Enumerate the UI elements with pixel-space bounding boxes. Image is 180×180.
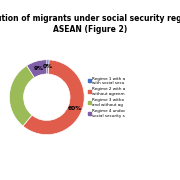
Wedge shape (47, 60, 49, 74)
Wedge shape (27, 60, 47, 78)
Legend: Regime 1 with a
with social secu, Regime 2 with a
without agreem, Regime 3 witho: Regime 1 with a with social secu, Regime… (88, 76, 125, 118)
Text: 9%: 9% (33, 66, 43, 71)
Text: Distribution of migrants under social security regimes in
ASEAN (Figure 2): Distribution of migrants under social se… (0, 14, 180, 34)
Text: 0%: 0% (43, 64, 53, 69)
Text: 60%: 60% (68, 106, 82, 111)
Wedge shape (23, 60, 84, 135)
Wedge shape (9, 66, 34, 126)
